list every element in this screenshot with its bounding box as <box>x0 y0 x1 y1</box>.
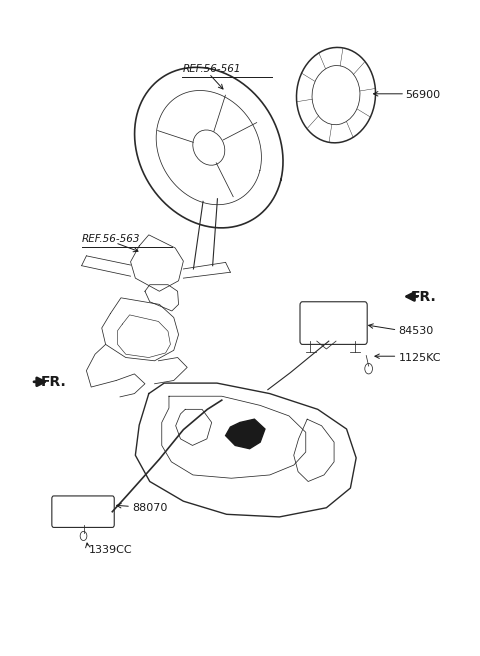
Text: FR.: FR. <box>410 289 436 304</box>
Text: FR.: FR. <box>41 375 67 389</box>
Text: 88070: 88070 <box>132 503 168 514</box>
Text: REF.56-561: REF.56-561 <box>182 64 241 74</box>
Text: REF.56-563: REF.56-563 <box>82 234 140 245</box>
Polygon shape <box>226 419 265 449</box>
Text: 84530: 84530 <box>398 326 433 337</box>
Text: 1339CC: 1339CC <box>89 544 132 555</box>
Text: 1125KC: 1125KC <box>398 352 441 363</box>
Text: 56900: 56900 <box>406 90 441 100</box>
